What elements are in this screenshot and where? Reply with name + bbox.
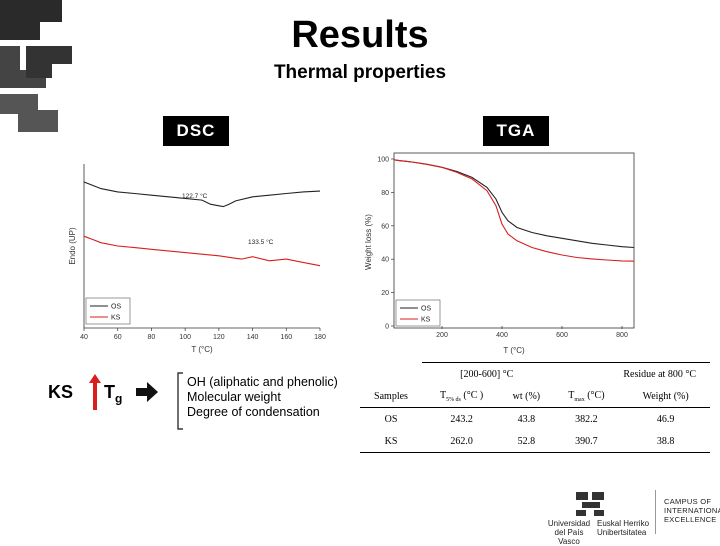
cell-sample: OS (384, 413, 398, 425)
col-weight: Weight (%) (642, 390, 689, 402)
cell-weight: 38.8 (656, 435, 675, 447)
university-line-2: del País Vasco (554, 528, 584, 546)
tga-x-tick-label: 800 (616, 332, 628, 339)
tg-sub: g (115, 391, 123, 406)
glass-transition-label: Tg (104, 382, 122, 406)
page-title: Results (291, 14, 429, 56)
col-tmax: Tmax (°C) (568, 389, 605, 403)
campus-label: CAMPUS OF INTERNATIONAL EXCELLENCE (664, 497, 720, 524)
dsc-x-label: T (°C) (191, 345, 213, 354)
property-condensation: Degree of condensation (187, 405, 320, 419)
cell-tmax: 382.2 (575, 413, 598, 425)
tga-legend-box (395, 299, 441, 327)
university-basque-line-1: Euskal Herriko (597, 519, 650, 528)
tga-chart: 200 400 600 800 0 20 40 60 80 100 Weight loss (%)… (364, 152, 635, 355)
tga-legend-label-ks: KS (421, 317, 431, 324)
dsc-x-tick-label: 160 (280, 334, 292, 341)
tga-label: TGA (483, 116, 549, 146)
tga-x-tick-label: 400 (496, 332, 508, 339)
campus-line-1: CAMPUS OF (664, 497, 712, 506)
upv-logo-icon (576, 492, 604, 516)
table-header-row: Samples T5% ds (°C ) wt (%) Tmax (°C) We… (360, 385, 710, 408)
footer-divider (655, 490, 656, 534)
dsc-x-tick-label: 40 (80, 334, 88, 341)
dsc-series-ks (83, 235, 321, 267)
tga-x-label: T (°C) (503, 346, 525, 355)
col-t5: T5% ds (°C ) (439, 389, 484, 403)
results-table: [200-600] °C Residue at 800 °C Samples T… (360, 362, 710, 453)
arrow-right-icon (136, 382, 158, 402)
property-oh: OH (aliphatic and phenolic) (187, 375, 338, 389)
tga-frame (393, 152, 635, 329)
tga-y-tick-label: 60 (381, 223, 389, 230)
table-group-header-row: [200-600] °C Residue at 800 °C (360, 362, 710, 385)
dsc-x-tick-label: 100 (179, 334, 191, 341)
dsc-x-tick-label: 80 (148, 334, 156, 341)
ks-label: KS (48, 382, 74, 402)
table-row: OS 243.2 43.8 382.2 46.9 (360, 407, 710, 431)
table-row: KS 262.0 52.8 390.7 38.8 (360, 430, 710, 453)
cell-wt: 43.8 (517, 413, 536, 425)
dsc-legend-box (85, 297, 131, 325)
university-name: Universidad del País Vasco (543, 519, 595, 546)
col-samples: Samples (374, 390, 408, 402)
group-header-residue: Residue at 800 °C (551, 362, 710, 385)
dsc-x-tick-label: 140 (247, 334, 259, 341)
university-logo-corner (0, 0, 72, 132)
tga-y-tick-label: 0 (385, 324, 389, 331)
tga-legend-label-os: OS (421, 306, 431, 313)
bracket-icon (177, 372, 183, 430)
page-subtitle: Thermal properties (273, 62, 447, 83)
dsc-label: DSC (163, 116, 229, 146)
arrow-up-icon (89, 374, 101, 410)
tga-y-tick-label: 100 (377, 157, 389, 164)
dsc-x-tick-label: 120 (213, 334, 225, 341)
dsc-x-tick-label: 180 (314, 334, 326, 341)
cell-t5: 243.2 (450, 413, 473, 425)
cell-wt: 52.8 (517, 435, 536, 447)
university-line-1: Universidad (547, 519, 591, 528)
cell-weight: 46.9 (656, 413, 675, 425)
tga-y-label: Weight loss (%) (364, 214, 373, 270)
tga-x-tick-label: 600 (556, 332, 568, 339)
dsc-series-os (83, 181, 321, 208)
property-molecular-weight: Molecular weight (187, 390, 281, 404)
tga-y-tick-label: 80 (381, 190, 389, 197)
cell-t5: 262.0 (450, 435, 473, 447)
dsc-annotation-ks: 133.5 °C (248, 238, 274, 246)
dsc-x-tick-label: 60 (114, 334, 122, 341)
dsc-y-label: Endo (UP) (68, 227, 77, 265)
properties-list: OH (aliphatic and phenolic) Molecular we… (187, 375, 338, 420)
tg-main: T (104, 382, 115, 402)
dsc-legend-label-os: OS (111, 304, 121, 311)
col-wt: wt (%) (512, 390, 541, 402)
university-name-basque: Euskal Herriko Unibertsitatea (597, 519, 651, 537)
tga-y-tick-label: 40 (381, 257, 389, 264)
university-basque-line-2: Unibertsitatea (597, 528, 647, 537)
tga-x-tick-label: 200 (436, 332, 448, 339)
tga-y-tick-label: 20 (381, 290, 389, 297)
dsc-annotation-os: 122.7 °C (182, 192, 208, 200)
tga-series-ks (393, 159, 635, 262)
campus-line-3: EXCELLENCE (664, 515, 717, 524)
dsc-chart: 40 60 80 100 120 140 160 180 122.7 °C 133.5 °C … (68, 164, 326, 354)
campus-line-2: INTERNATIONAL (664, 506, 720, 515)
cell-tmax: 390.7 (575, 435, 598, 447)
group-header-range: [200-600] °C (422, 362, 552, 385)
cell-sample: KS (384, 435, 398, 447)
tga-series-os (393, 159, 635, 249)
dsc-legend-label-ks: KS (111, 315, 121, 322)
